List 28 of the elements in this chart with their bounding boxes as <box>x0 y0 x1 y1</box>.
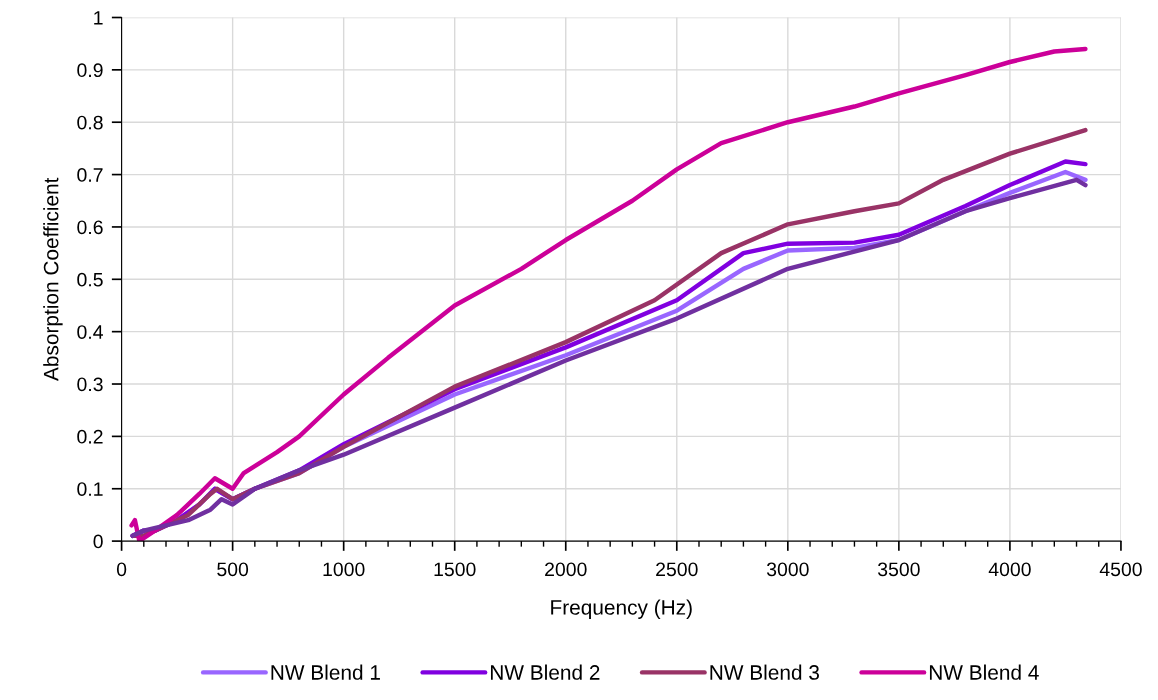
x-tick-label: 500 <box>217 562 249 577</box>
x-tick-label: 4500 <box>1099 562 1142 577</box>
legend-label: NW Blend 1 <box>271 664 380 680</box>
y-tick-label: 0.4 <box>77 325 103 339</box>
y-tick-label: 0.2 <box>77 429 103 444</box>
x-tick-label: 2000 <box>545 562 587 577</box>
y-tick-label: 0 <box>93 534 103 549</box>
y-tick-label: 0.3 <box>77 377 103 392</box>
x-tick-label: 4000 <box>988 562 1031 577</box>
y-tick-label: 0.9 <box>77 63 103 78</box>
legend-label: NW Blend 3 <box>710 664 820 680</box>
y-tick-label: 0.7 <box>77 168 103 182</box>
y-tick-label: 0.8 <box>77 115 103 130</box>
legend-label: NW Blend 2 <box>490 664 600 680</box>
y-axis-title: Absorption Coefficient <box>43 177 63 381</box>
legend-label: NW Blend 4 <box>929 664 1039 680</box>
y-tick-label: 1 <box>94 11 103 25</box>
y-tick-label: 0.5 <box>77 272 103 287</box>
y-tick-label: 0.1 <box>77 482 103 496</box>
x-tick-label: 1500 <box>434 562 476 577</box>
x-tick-label: 3000 <box>766 562 809 577</box>
x-tick-label: 2500 <box>656 562 698 577</box>
line-series <box>129 46 1088 542</box>
x-tick-label: 1000 <box>323 562 365 577</box>
x-tick-label: 0 <box>116 562 127 577</box>
y-tick-label: 0.6 <box>77 220 103 235</box>
x-tick-label: 3500 <box>877 562 920 577</box>
x-axis-title: Frequency (Hz) <box>551 599 692 619</box>
